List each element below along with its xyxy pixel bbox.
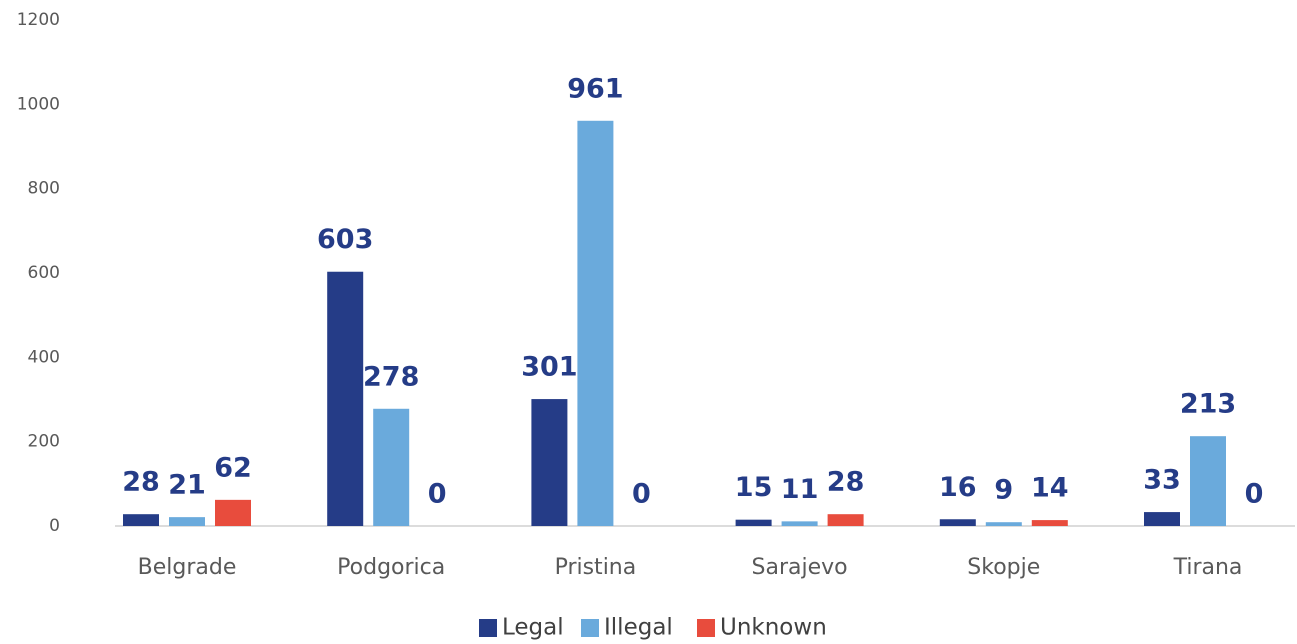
value-label: 21	[168, 470, 206, 501]
value-label: 62	[214, 452, 252, 483]
bar	[531, 399, 568, 526]
y-tick-label: 1200	[17, 10, 60, 30]
value-label: 9	[994, 475, 1013, 506]
legend-swatch	[581, 619, 599, 637]
bar	[215, 499, 251, 526]
y-tick-label: 0	[49, 516, 60, 536]
y-tick-label: 200	[28, 432, 60, 452]
y-tick-label: 400	[28, 347, 60, 367]
x-tick-label: Skopje	[967, 555, 1040, 580]
x-tick-label: Sarajevo	[752, 555, 848, 580]
bar	[827, 514, 864, 526]
bar	[1031, 520, 1068, 526]
value-label: 213	[1180, 389, 1236, 420]
bar	[735, 519, 772, 526]
value-label: 0	[632, 479, 651, 510]
x-tick-label: Podgorica	[337, 555, 445, 580]
bar	[123, 514, 159, 526]
value-label: 961	[567, 73, 623, 104]
value-label: 28	[122, 467, 160, 498]
x-tick-label: Pristina	[555, 555, 637, 580]
bar	[1190, 436, 1226, 526]
bar	[169, 517, 205, 526]
y-tick-label: 600	[28, 263, 60, 283]
x-tick-label: Tirana	[1173, 555, 1243, 580]
legend-swatch	[697, 619, 715, 637]
bar	[985, 522, 1022, 526]
value-label: 16	[939, 472, 977, 503]
legend-label: Unknown	[720, 615, 827, 641]
legend-swatch	[479, 619, 497, 637]
legend-label: Illegal	[604, 615, 673, 641]
value-label: 603	[317, 224, 373, 255]
value-label: 0	[1245, 479, 1264, 510]
value-label: 33	[1143, 465, 1181, 496]
legend-label: Legal	[502, 615, 564, 641]
value-label: 28	[827, 467, 865, 498]
value-label: 14	[1031, 473, 1069, 504]
bar	[1144, 512, 1180, 526]
bar	[781, 521, 818, 526]
bar	[327, 271, 364, 526]
y-tick-label: 800	[28, 179, 60, 199]
value-label: 11	[781, 474, 819, 505]
value-label: 301	[521, 352, 577, 383]
bar	[373, 408, 410, 526]
value-label: 0	[428, 479, 447, 510]
value-label: 278	[363, 361, 419, 392]
x-tick-label: Belgrade	[138, 555, 237, 580]
value-label: 15	[735, 472, 773, 503]
y-tick-label: 1000	[17, 94, 60, 114]
bar	[577, 120, 614, 527]
bar	[939, 519, 976, 526]
